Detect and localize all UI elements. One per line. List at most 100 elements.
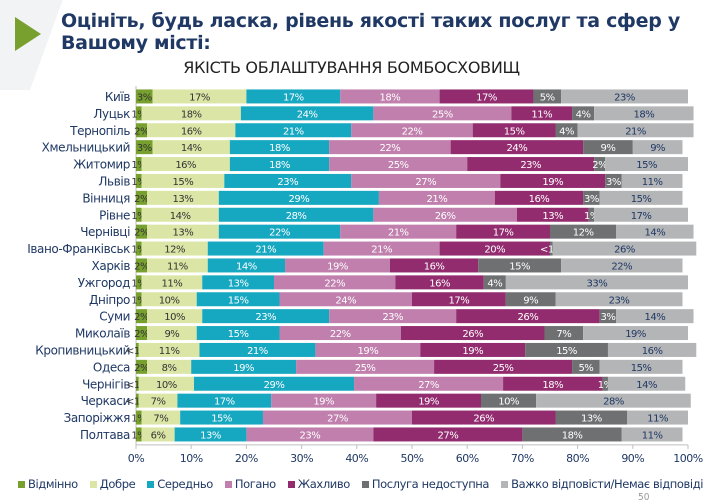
data-label: 25% xyxy=(388,160,409,171)
bar-segment xyxy=(522,427,622,442)
data-label: 15% xyxy=(636,160,657,171)
data-label: 23% xyxy=(609,295,630,306)
bar-segment xyxy=(505,275,688,290)
bar-segment xyxy=(218,190,379,205)
x-tick-label: 20% xyxy=(235,452,258,465)
data-label: 24% xyxy=(335,295,356,306)
bar-segment xyxy=(472,123,556,138)
data-label: 27% xyxy=(415,177,436,188)
bar-segment xyxy=(229,140,330,155)
data-label: 1% xyxy=(584,211,599,222)
data-label: 22% xyxy=(402,126,423,137)
bar-segment xyxy=(152,140,230,155)
data-label: 10% xyxy=(159,295,180,306)
data-label: 9% xyxy=(601,143,616,154)
bar-segment xyxy=(572,359,600,374)
data-label: 17% xyxy=(449,295,470,306)
bar-segment xyxy=(594,106,694,121)
data-label: 29% xyxy=(288,194,309,205)
bar-segment xyxy=(136,309,148,324)
bar-segment xyxy=(602,376,608,391)
data-label: 17% xyxy=(476,92,497,103)
legend-item: Добре xyxy=(89,477,136,491)
bar-segment xyxy=(136,258,148,273)
data-label: 17% xyxy=(631,211,652,222)
data-label: 22% xyxy=(269,228,290,239)
bar-segment xyxy=(439,241,550,256)
data-label: 10% xyxy=(498,397,519,408)
data-label: 1% xyxy=(131,295,146,306)
bar-segment xyxy=(136,376,139,391)
data-label: 13% xyxy=(173,194,194,205)
x-tick-label: 90% xyxy=(621,452,644,465)
data-label: 17% xyxy=(283,92,304,103)
bar-segment xyxy=(180,410,263,425)
data-label: 14% xyxy=(645,312,666,323)
bar-segment xyxy=(373,106,512,121)
data-label: 19% xyxy=(418,397,439,408)
legend-label: Середньо xyxy=(157,477,213,491)
data-label: 25% xyxy=(493,363,514,374)
data-label: 2% xyxy=(134,363,149,374)
bar-segment xyxy=(329,157,468,172)
bar-segment xyxy=(616,309,694,324)
data-label: 18% xyxy=(562,430,583,441)
bar-segment xyxy=(632,140,683,155)
data-label: 14% xyxy=(636,380,657,391)
data-label: 15% xyxy=(556,346,577,357)
data-label: 26% xyxy=(435,211,456,222)
bar-segment xyxy=(500,173,606,188)
data-label: 3% xyxy=(584,194,599,205)
bar-segment xyxy=(136,393,139,408)
data-label: 13% xyxy=(228,278,249,289)
legend-label: Послуга недоступна xyxy=(371,477,490,491)
data-label: 25% xyxy=(432,109,453,120)
bar-segment xyxy=(177,393,272,408)
bar-segment xyxy=(329,140,451,155)
bar-segment xyxy=(141,427,175,442)
bar-segment xyxy=(202,309,330,324)
bar-segment xyxy=(136,207,142,222)
bar-segment xyxy=(193,376,355,391)
data-label: 20% xyxy=(484,245,505,256)
data-label: 3% xyxy=(137,92,152,103)
bar-segment xyxy=(373,427,523,442)
legend-item: Важко відповісти/Немає відповіді xyxy=(501,477,703,491)
category-label: Чернігів xyxy=(82,377,130,391)
data-label: 3% xyxy=(137,143,152,154)
bar-segment xyxy=(550,241,553,256)
data-label: 15% xyxy=(173,177,194,188)
x-tick-label: 100% xyxy=(673,452,702,465)
data-label: 27% xyxy=(327,414,348,425)
bar-segment xyxy=(136,123,148,138)
bar-segment xyxy=(174,427,247,442)
data-label: 2% xyxy=(592,160,607,171)
data-label: 19% xyxy=(357,346,378,357)
bar-segment xyxy=(136,106,142,121)
data-label: 18% xyxy=(269,160,290,171)
category-label: Миколаїв xyxy=(75,327,130,341)
data-label: 3% xyxy=(601,312,616,323)
bar-segment xyxy=(136,410,142,425)
category-label: Полтава xyxy=(80,428,130,442)
bar-segment xyxy=(555,410,628,425)
data-label: 24% xyxy=(297,109,318,120)
data-label: 14% xyxy=(645,228,666,239)
x-tick-label: 10% xyxy=(180,452,203,465)
data-label: 14% xyxy=(236,261,257,272)
bar-segment xyxy=(224,173,352,188)
data-label: 10% xyxy=(164,312,185,323)
bar-segment xyxy=(412,292,506,307)
category-label: Черкаси xyxy=(81,394,130,408)
data-label: 15% xyxy=(211,414,232,425)
legend-item: Середньо xyxy=(147,477,213,491)
bar-segment xyxy=(141,241,208,256)
bar-segment xyxy=(147,326,197,341)
bar-segment xyxy=(235,123,352,138)
data-label: 15% xyxy=(228,329,249,340)
chart-legend: Відмінно Добре Середньо Погано Жахливо Послуг… xyxy=(18,477,703,491)
green-arrow-icon xyxy=(15,17,41,51)
bar-segment xyxy=(511,106,573,121)
bar-segment xyxy=(196,326,280,341)
data-label: 16% xyxy=(175,160,196,171)
